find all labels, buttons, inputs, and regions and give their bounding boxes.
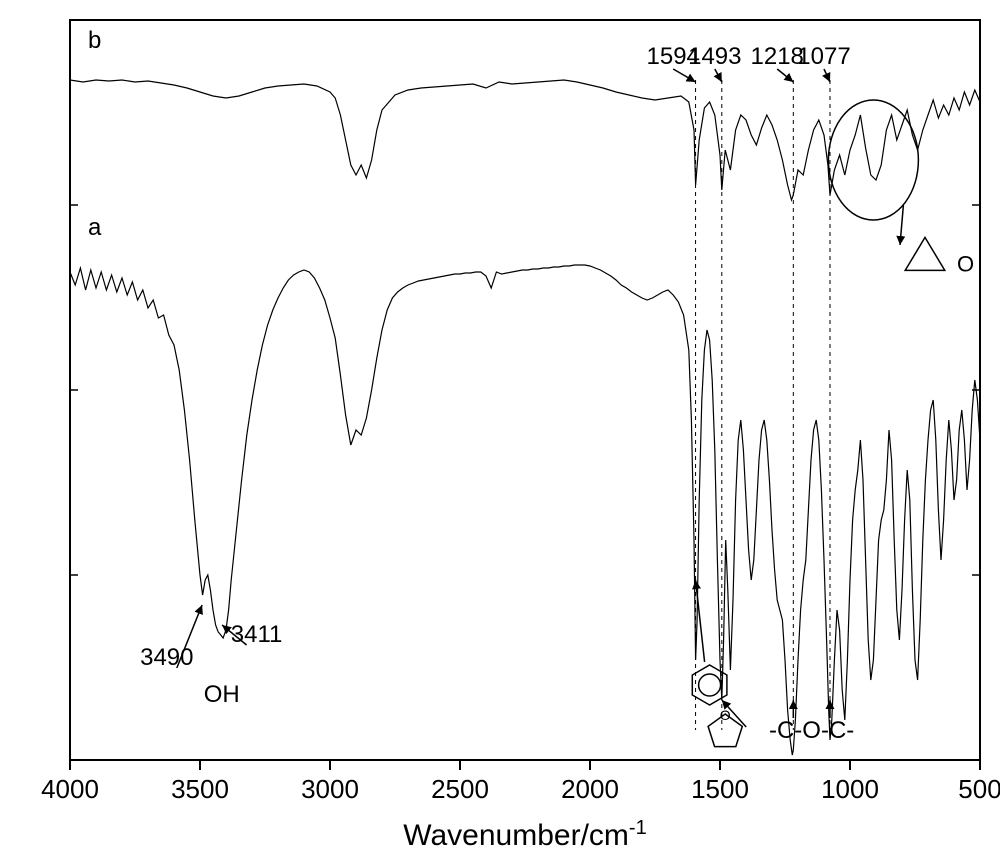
epoxide-ellipse <box>828 100 918 220</box>
peak-label: 1077 <box>797 43 850 70</box>
peak-label: 1493 <box>688 43 741 70</box>
epoxide-icon <box>905 237 945 270</box>
x-tick-label: 3000 <box>301 774 359 804</box>
epoxide-o-label: O <box>957 252 974 277</box>
plot-border <box>70 20 980 760</box>
ftir-chart: 4000 3500 3000 2500 2000 1500 1000 500 Wavenumbe… <box>0 0 1000 868</box>
series-label-b: b <box>88 27 101 54</box>
peak-label: 1218 <box>751 43 804 70</box>
x-tick-label: 2500 <box>431 774 489 804</box>
x-tick-label: 1500 <box>691 774 749 804</box>
x-tick-label: 500 <box>958 774 1000 804</box>
x-tick-label: 3500 <box>171 774 229 804</box>
peak-label-3411: 3411 <box>231 621 283 648</box>
x-tick-label: 1000 <box>821 774 879 804</box>
oh-label: OH <box>204 681 240 708</box>
chart-svg: 4000 3500 3000 2500 2000 1500 1000 500 Wavenumbe… <box>0 0 1000 868</box>
svg-text:O: O <box>720 707 731 723</box>
x-axis-label: Wavenumber/cm-1 <box>403 817 646 852</box>
series-label-a: a <box>88 214 102 241</box>
x-tick-label: 4000 <box>41 774 99 804</box>
spectrum-b <box>70 80 980 200</box>
x-tick-label: 2000 <box>561 774 619 804</box>
coc-label: -C-O-C- <box>769 717 854 744</box>
